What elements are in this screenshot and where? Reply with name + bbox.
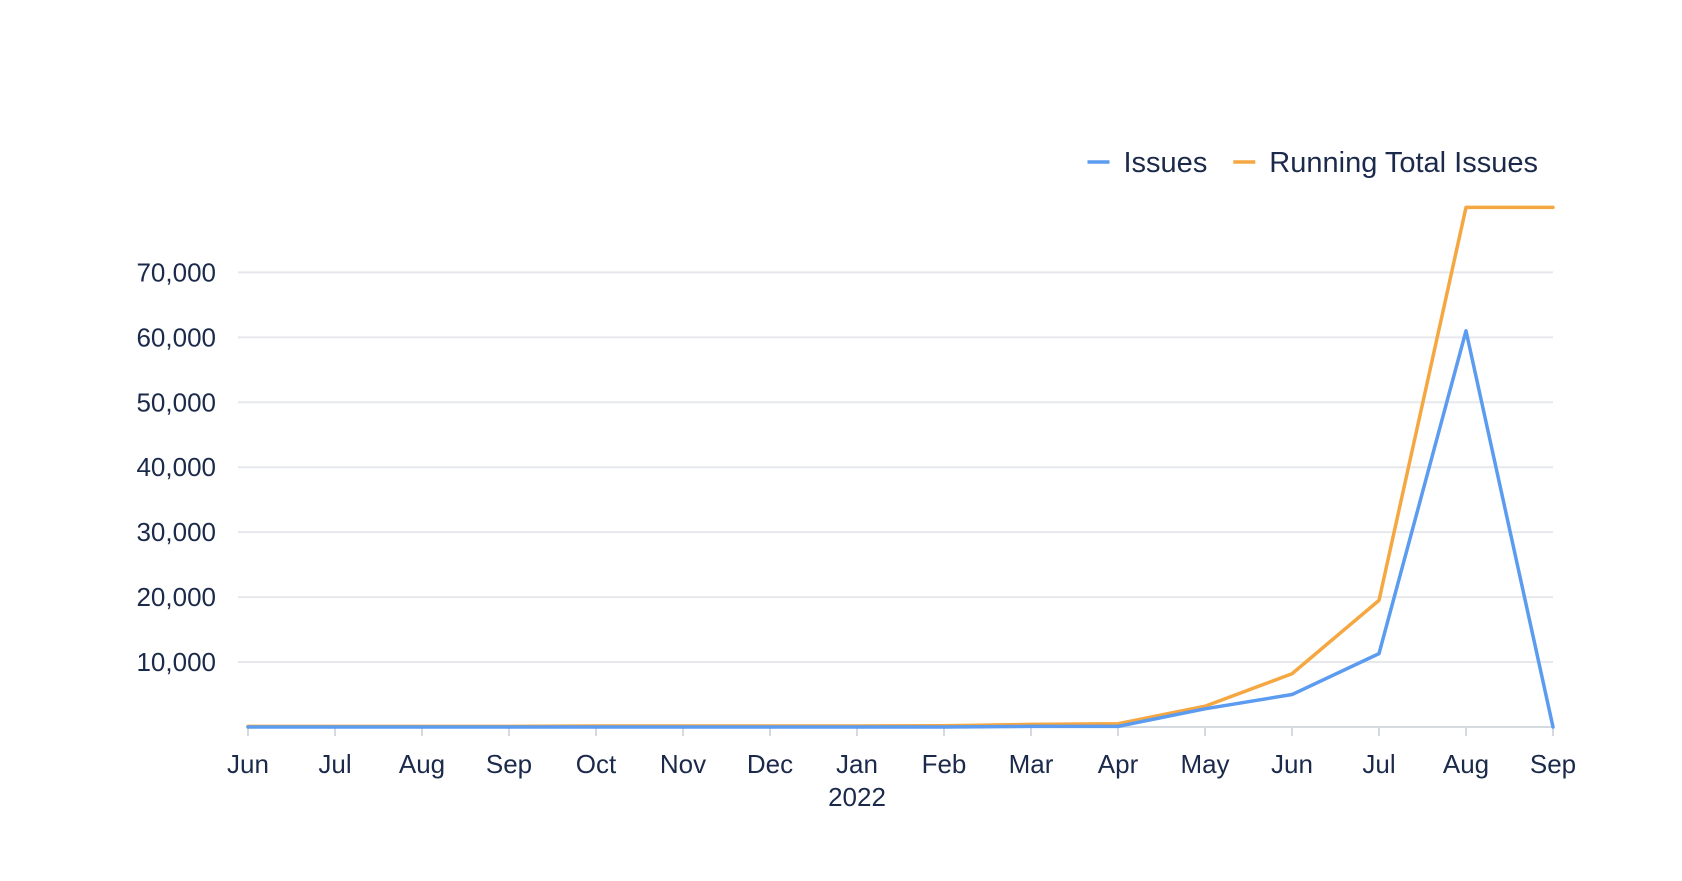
- y-tick-label: 10,000: [136, 647, 216, 677]
- x-tick-label: Jun: [227, 749, 269, 779]
- y-tick-label: 30,000: [136, 517, 216, 547]
- x-tick-label: Jul: [1362, 749, 1395, 779]
- x-tick-label: Mar: [1009, 749, 1054, 779]
- legend-label: Issues: [1124, 147, 1208, 179]
- x-tick-label: Aug: [1443, 749, 1489, 779]
- x-tick-label: Aug: [399, 749, 445, 779]
- x-tick-label: Feb: [922, 749, 967, 779]
- legend-item: Running Total Issues: [1233, 147, 1538, 179]
- x-year-label: 2022: [828, 782, 886, 812]
- legend-item: Issues: [1087, 147, 1208, 179]
- y-tick-label: 70,000: [136, 257, 216, 287]
- y-tick-label: 40,000: [136, 452, 216, 482]
- x-tick-label: Jun: [1271, 749, 1313, 779]
- x-tick-label: Oct: [576, 749, 617, 779]
- series-lines: [246, 205, 1555, 729]
- x-tick-label: Jul: [318, 749, 351, 779]
- x-axis-tick-labels: Jun Jul Aug Sep Oct Nov Dec Jan Feb Mar Apr May Jun J…: [227, 749, 1576, 812]
- x-tick-label: Dec: [747, 749, 793, 779]
- x-tick-label: May: [1180, 749, 1229, 779]
- x-tick-label: Sep: [486, 749, 532, 779]
- x-tick-label: Jan: [836, 749, 878, 779]
- x-tick-label: Apr: [1098, 749, 1139, 779]
- y-tick-label: 50,000: [136, 387, 216, 417]
- series-line-issues: [246, 329, 1555, 729]
- x-tick-label: Nov: [660, 749, 706, 779]
- y-tick-label: 20,000: [136, 582, 216, 612]
- x-tick-label: Sep: [1530, 749, 1576, 779]
- y-axis-tick-labels: 10,000 20,000 30,000 40,000 50,000 60,000 70,0…: [136, 257, 216, 677]
- grid-lines: [238, 271, 1553, 664]
- y-tick-label: 60,000: [136, 322, 216, 352]
- legend: Issues Running Total Issues: [1087, 147, 1538, 179]
- legend-label: Running Total Issues: [1269, 147, 1538, 179]
